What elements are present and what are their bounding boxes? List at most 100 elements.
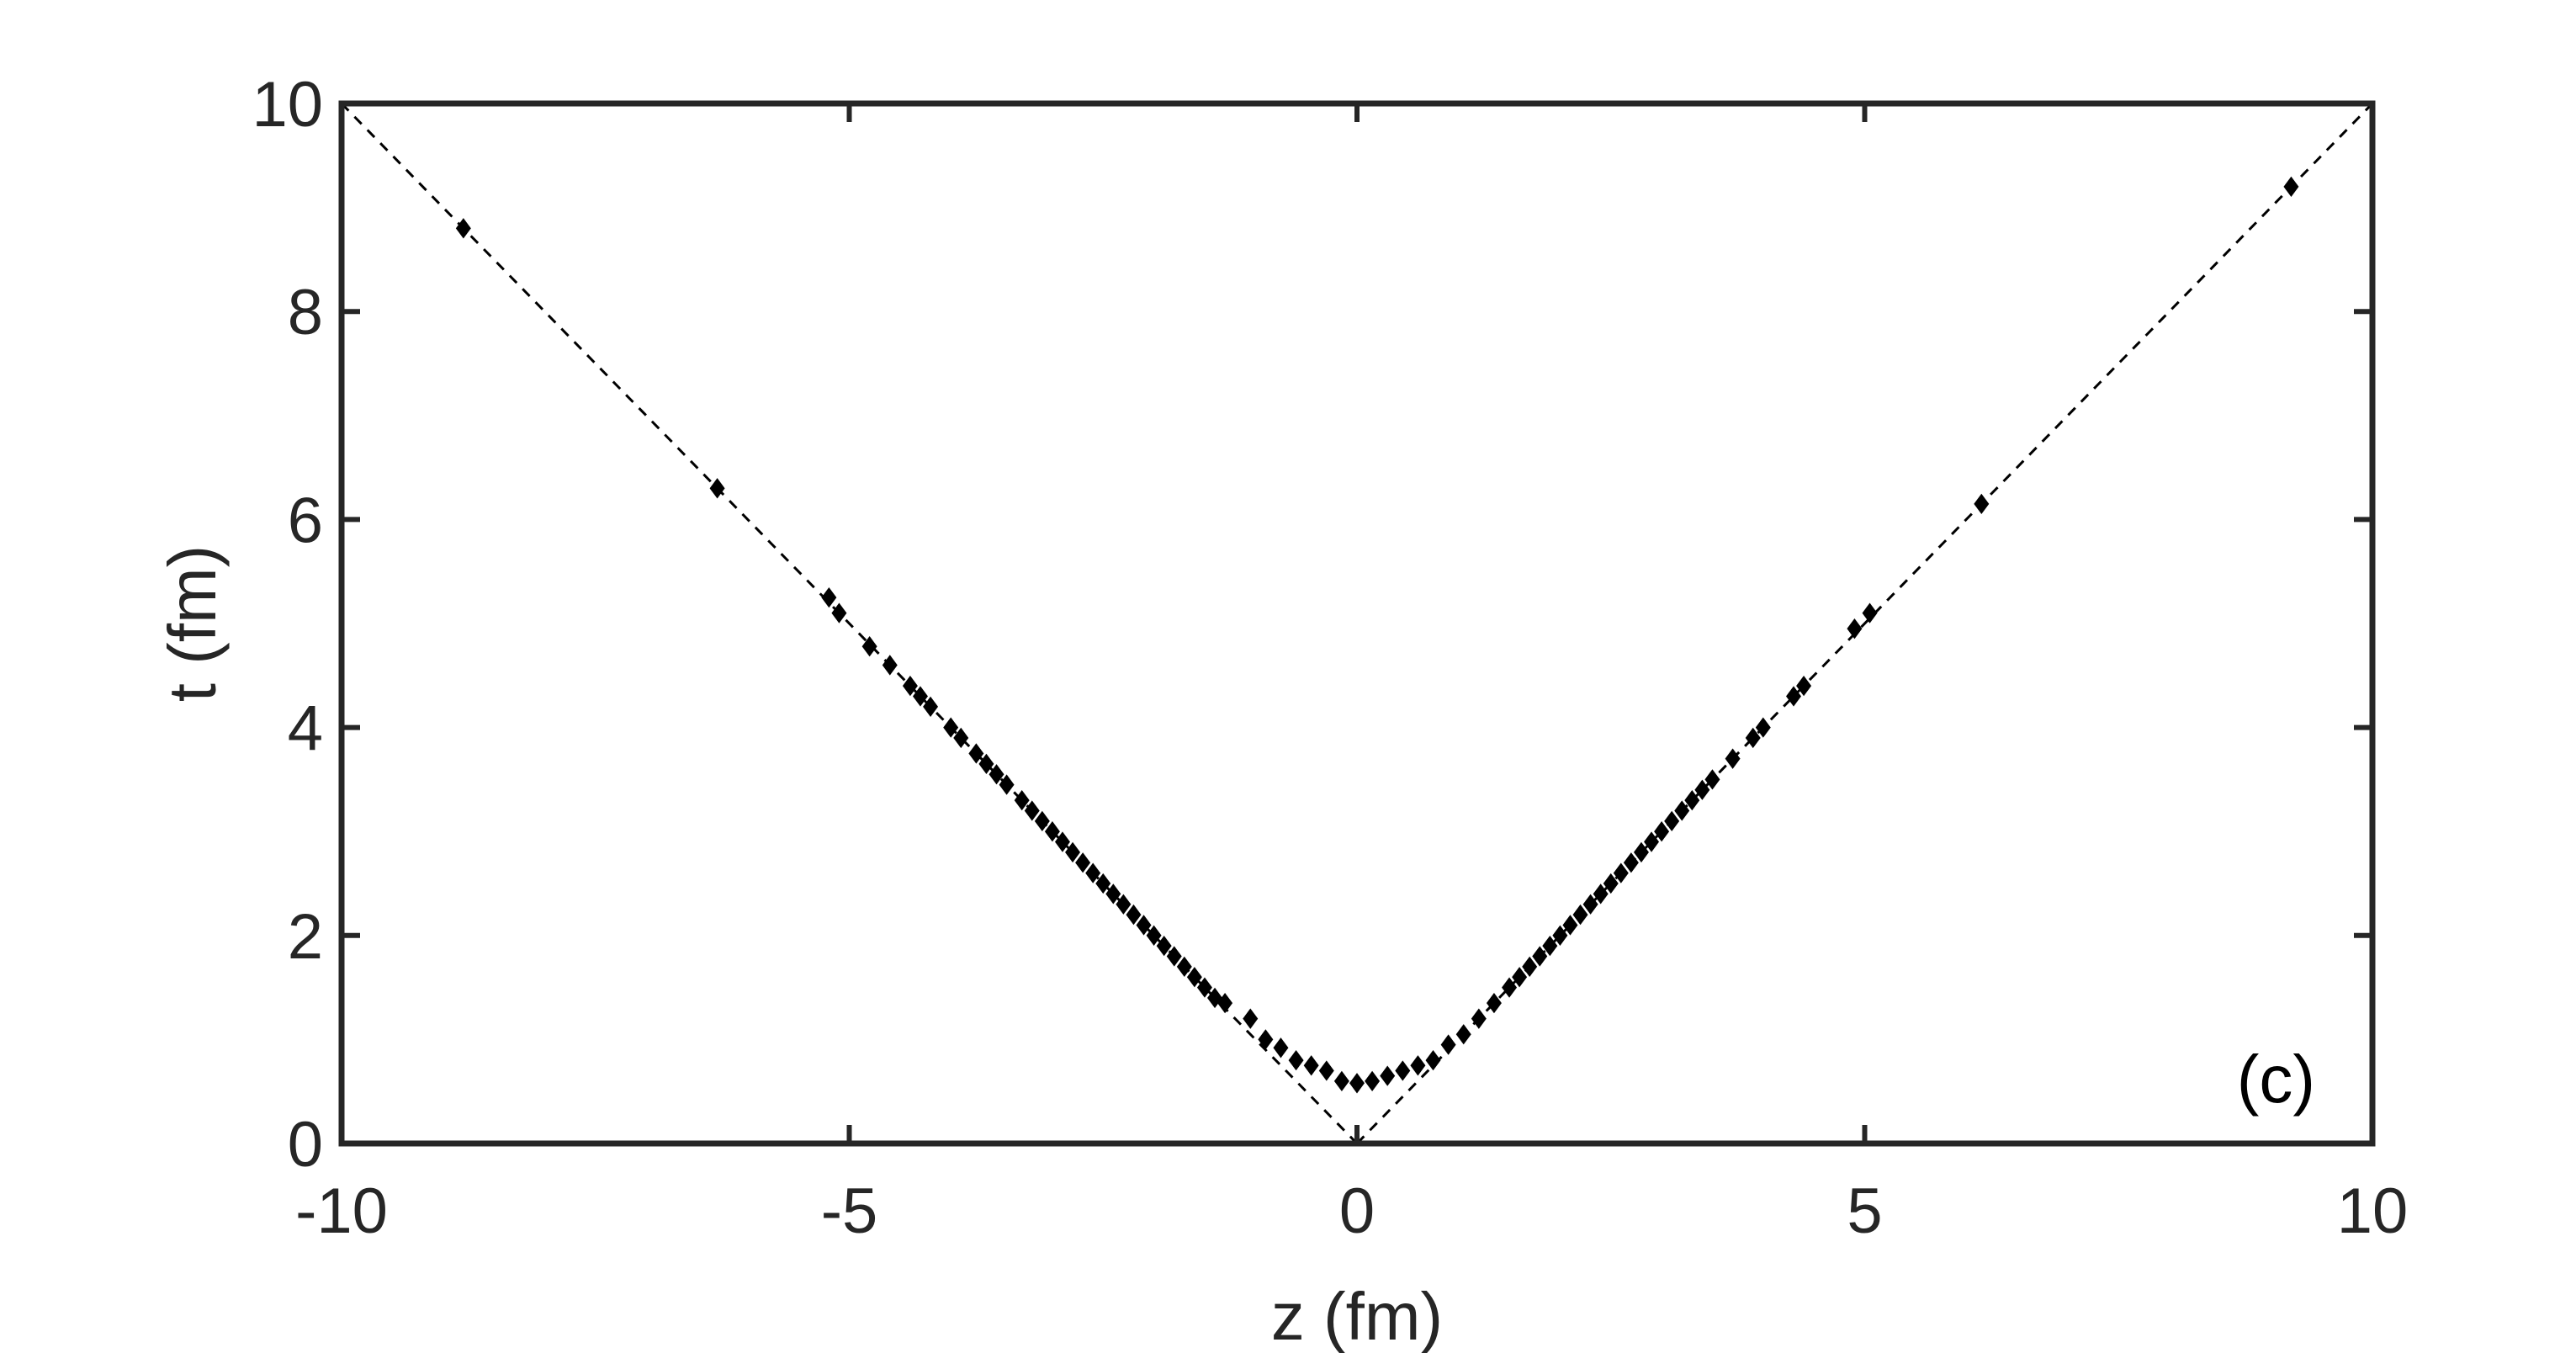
data-point <box>1054 831 1070 852</box>
data-point <box>1847 618 1863 639</box>
data-point <box>455 218 471 239</box>
data-point <box>1166 946 1182 967</box>
data-point <box>1644 831 1660 852</box>
data-point <box>1303 1055 1319 1076</box>
y-tick-label: 4 <box>288 693 323 765</box>
data-point <box>1562 915 1578 936</box>
data-point <box>1694 779 1710 800</box>
data-point <box>1116 894 1132 915</box>
data-point <box>1552 925 1568 946</box>
data-point <box>1704 769 1720 790</box>
data-point <box>1034 810 1050 831</box>
y-tick-label: 2 <box>288 901 323 973</box>
data-point <box>1613 862 1629 883</box>
data-point <box>968 743 984 764</box>
data-point <box>953 727 969 749</box>
data-point <box>1633 841 1649 863</box>
y-tick-label: 6 <box>288 485 323 556</box>
data-point <box>1532 946 1548 967</box>
data-point <box>1044 821 1060 842</box>
x-tick-label: 10 <box>2337 1175 2409 1247</box>
data-point <box>1502 977 1518 998</box>
x-tick-label: 5 <box>1847 1175 1882 1247</box>
data-point <box>978 753 994 775</box>
data-point <box>1186 967 1202 988</box>
data-point <box>943 717 959 738</box>
data-point <box>912 686 928 707</box>
data-point <box>1014 789 1030 811</box>
data-point <box>1440 1034 1456 1055</box>
y-tick-label: 0 <box>288 1109 323 1181</box>
data-point <box>1085 862 1101 883</box>
x-tick-label: -5 <box>821 1175 878 1247</box>
panel-annotation: (c) <box>2237 1042 2315 1117</box>
data-point <box>1095 873 1111 894</box>
data-point <box>1486 992 1502 1014</box>
data-point <box>861 636 877 657</box>
data-point <box>709 478 725 499</box>
data-point <box>1146 925 1162 946</box>
data-point <box>1105 883 1121 905</box>
data-point <box>1471 1008 1487 1029</box>
data-point <box>1196 977 1212 998</box>
data-point <box>1349 1073 1365 1094</box>
data-point <box>1243 1008 1259 1029</box>
data-point <box>1395 1060 1411 1081</box>
data-point <box>1755 717 1771 738</box>
data-point <box>1126 904 1142 926</box>
data-point <box>1745 727 1761 749</box>
axis-ticks: -10 -5 0 5 10 0 2 4 6 8 10 <box>252 69 2408 1247</box>
data-point <box>1796 676 1812 697</box>
y-axis-label: t (fm) <box>155 545 230 703</box>
data-point <box>821 586 837 608</box>
data-point <box>1674 800 1690 821</box>
data-point <box>1273 1037 1289 1059</box>
data-point <box>882 655 898 676</box>
y-tick-label: 10 <box>252 69 323 141</box>
data-point <box>1725 748 1741 769</box>
data-point <box>1176 956 1192 978</box>
data-point <box>1974 493 1990 515</box>
data-point <box>1333 1070 1349 1091</box>
data-point <box>1258 1029 1274 1050</box>
data-point <box>1217 992 1233 1014</box>
data-point <box>902 676 918 697</box>
data-point <box>1365 1070 1381 1091</box>
data-point <box>1288 1049 1304 1071</box>
data-point <box>1654 821 1670 842</box>
data-point <box>1075 852 1091 873</box>
data-point <box>1136 915 1152 936</box>
data-point <box>1684 789 1700 811</box>
x-tick-label: -10 <box>295 1175 388 1247</box>
data-point <box>989 764 1004 785</box>
data-point <box>1024 800 1040 821</box>
data-point <box>1862 602 1878 623</box>
data-point <box>1572 904 1588 926</box>
data-point <box>1512 967 1528 988</box>
data-point <box>831 602 847 623</box>
x-tick-label: 0 <box>1339 1175 1375 1247</box>
data-point <box>1156 936 1172 957</box>
data-point <box>1522 956 1538 978</box>
data-point <box>1425 1049 1441 1071</box>
data-point <box>1455 1024 1471 1045</box>
data-point <box>923 696 939 718</box>
data-point <box>2283 176 2299 198</box>
data-point <box>1410 1055 1426 1076</box>
data-point <box>1065 841 1081 863</box>
data-point <box>999 774 1015 795</box>
data-point <box>1542 936 1558 957</box>
data-point <box>1582 894 1598 915</box>
reference-lines <box>340 102 2374 1145</box>
data-point <box>1623 852 1639 873</box>
data-points <box>455 176 2299 1094</box>
y-tick-label: 8 <box>288 277 323 348</box>
data-point <box>1593 883 1609 905</box>
data-point <box>1318 1060 1334 1081</box>
plot-frame <box>338 100 2376 1147</box>
data-point <box>1207 987 1223 1009</box>
data-point <box>1603 873 1619 894</box>
data-point <box>1380 1065 1396 1086</box>
x-axis-label: z (fm) <box>1271 1279 1443 1353</box>
data-point <box>1786 686 1802 707</box>
